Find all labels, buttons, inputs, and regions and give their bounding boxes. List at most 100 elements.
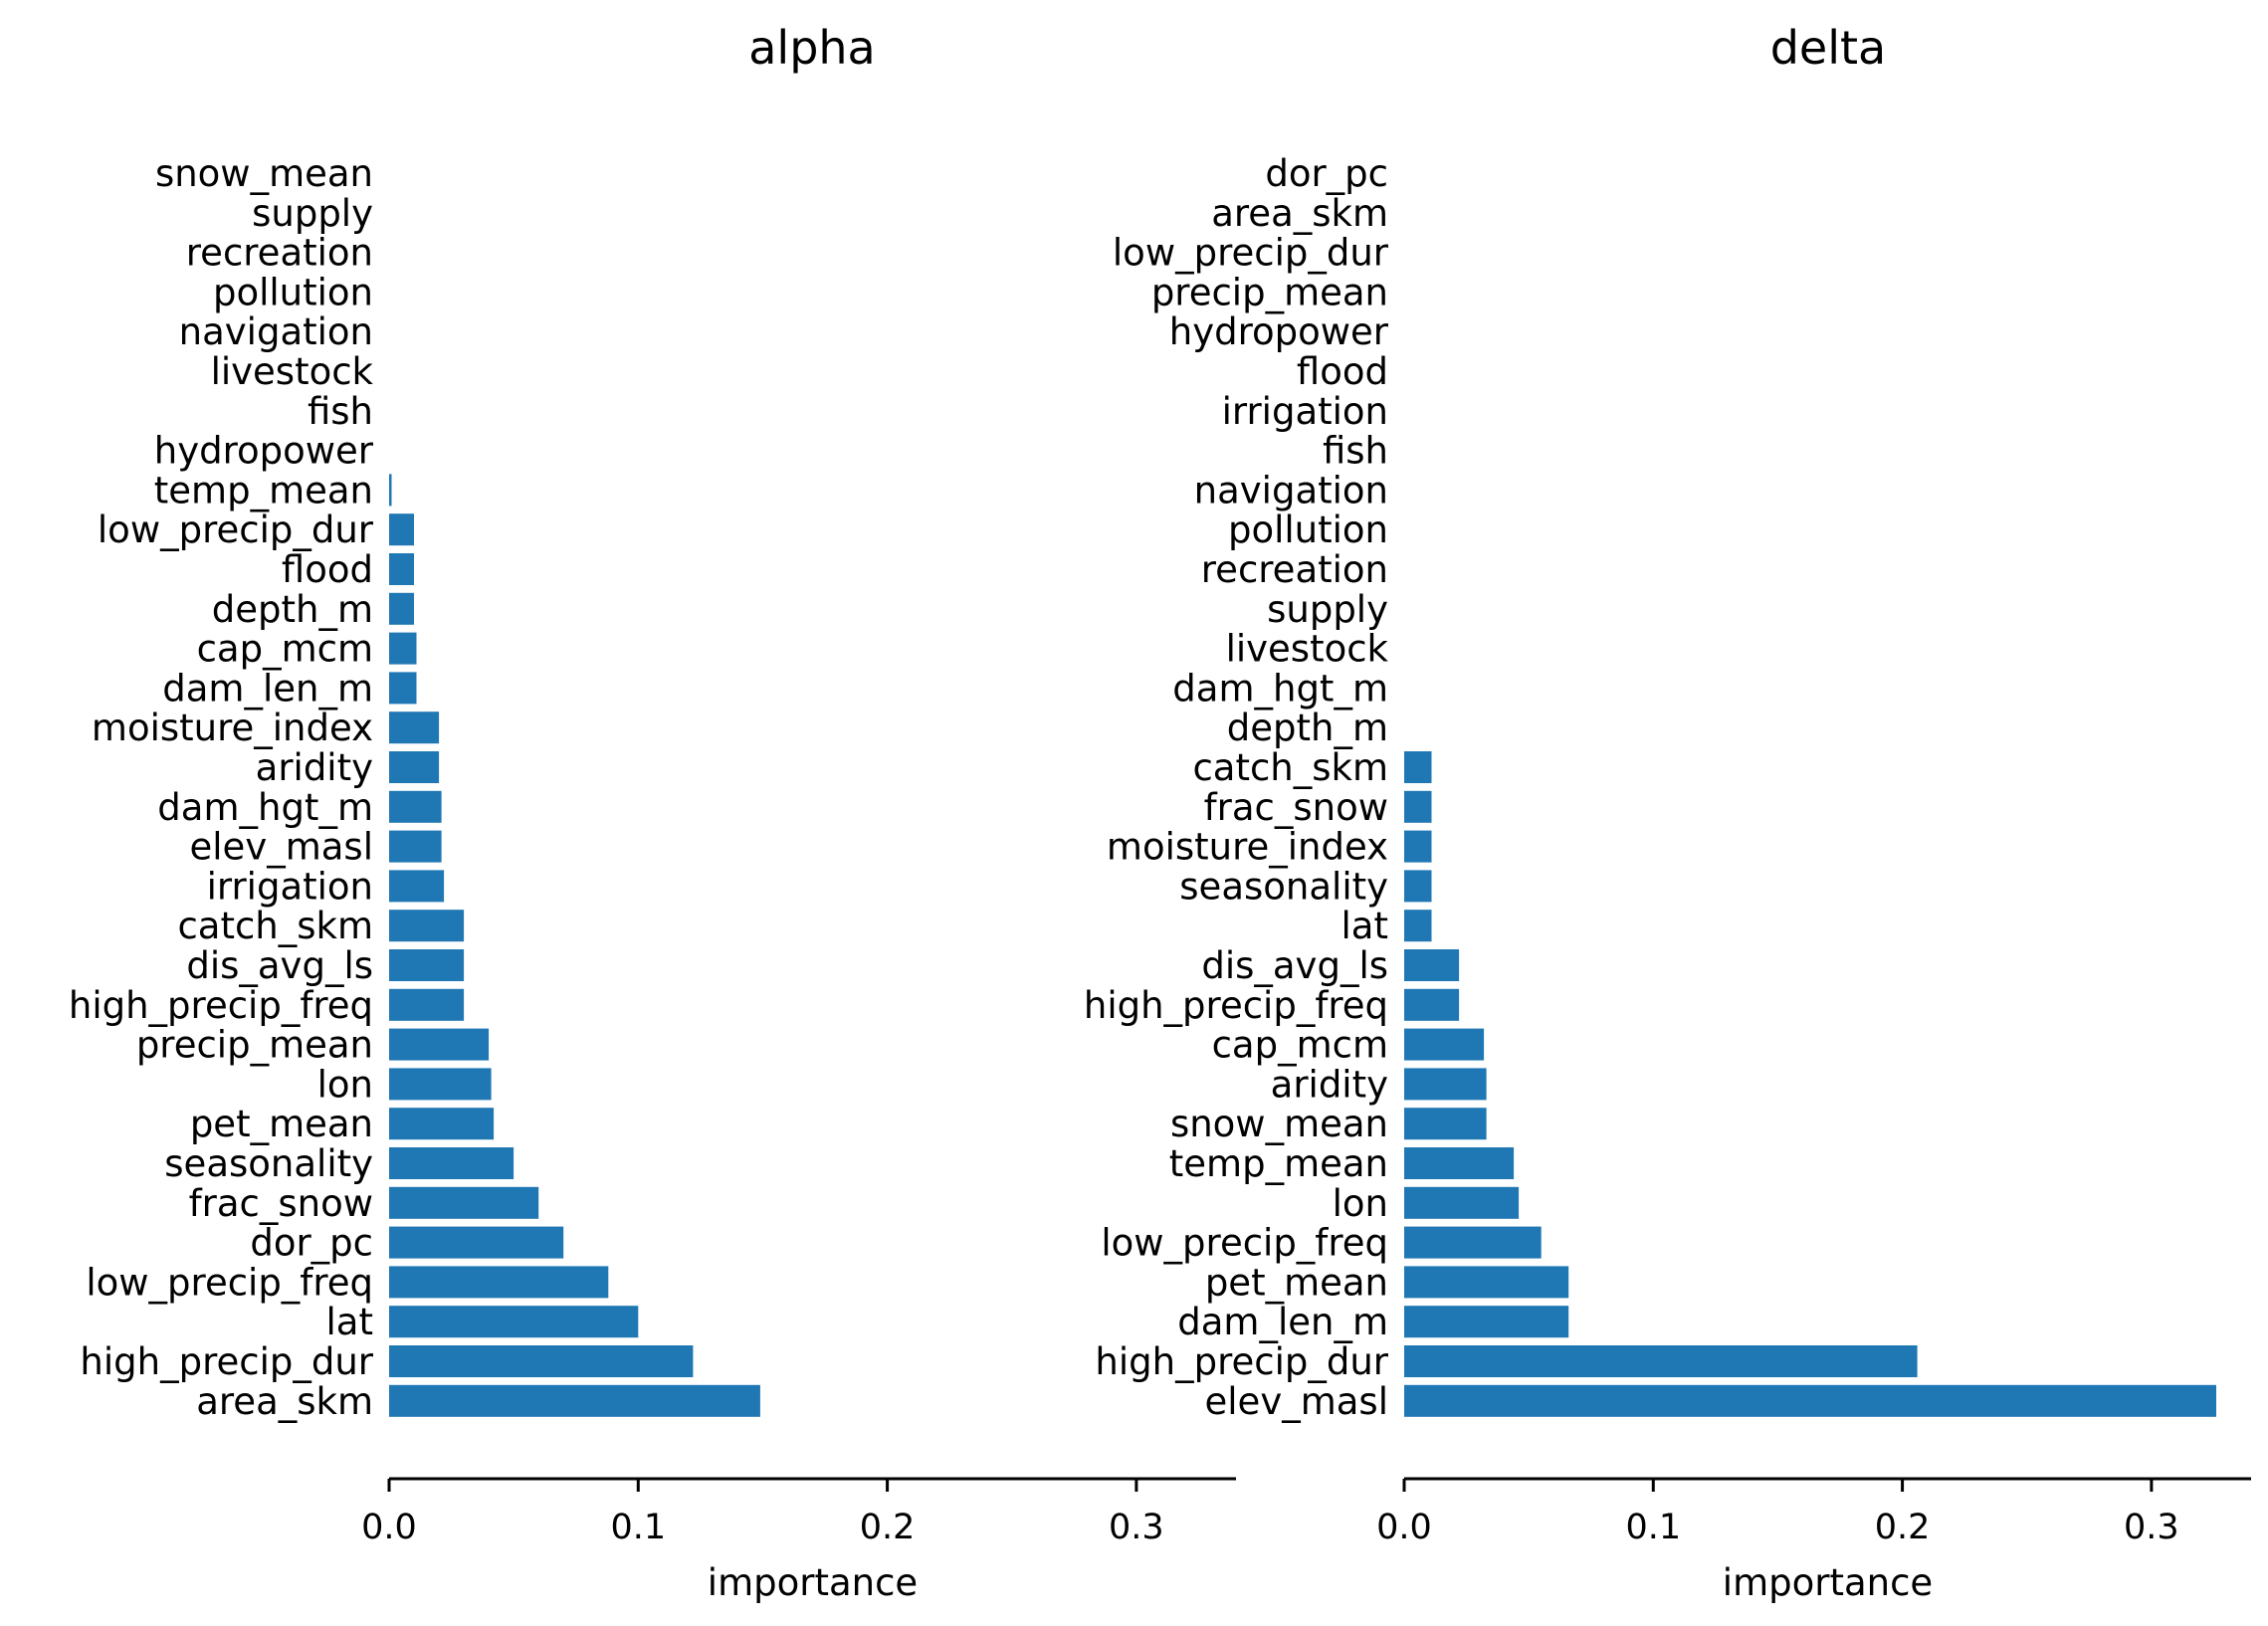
bar-snow-mean [1404, 1108, 1487, 1140]
x-tick-label: 0.1 [610, 1508, 666, 1547]
bar-elev-masl [389, 830, 442, 863]
bar-dam-len-m [389, 672, 417, 705]
category-label: lon [317, 1063, 373, 1106]
category-label: livestock [211, 350, 374, 393]
category-label: depth_m [212, 588, 373, 631]
bar-seasonality [389, 1147, 515, 1179]
x-tick-label: 0.0 [1376, 1508, 1432, 1547]
chart-title: alpha [748, 21, 876, 75]
bar-dam-hgt-m [389, 790, 442, 823]
category-label: navigation [179, 310, 373, 353]
category-label: livestock [1226, 628, 1389, 671]
category-label: frac_snow [189, 1182, 373, 1225]
category-label: high_precip_dur [80, 1340, 373, 1383]
bar-flood [389, 553, 414, 585]
bar-area-skm [389, 1384, 760, 1417]
category-label: lon [1333, 1182, 1388, 1225]
category-label: moisture_index [92, 707, 373, 749]
category-label: dam_hgt_m [1172, 667, 1388, 710]
alpha-panel: alpha snow_meansupplyrecreationpollutionn… [69, 21, 1236, 1604]
category-label: precip_mean [1151, 271, 1388, 313]
category-label: pollution [1228, 508, 1388, 551]
bar-temp-mean [389, 474, 392, 507]
category-label: elev_masl [190, 826, 373, 869]
chart-title: delta [1770, 21, 1887, 75]
x-axis-label: importance [708, 1561, 918, 1604]
bar-lon [1404, 1186, 1520, 1219]
category-label: pollution [213, 271, 373, 313]
bar-cap-mcm [1404, 1028, 1485, 1061]
bar-lat [389, 1306, 639, 1338]
x-tick-label: 0.0 [361, 1508, 417, 1547]
category-label: pet_mean [1205, 1261, 1388, 1304]
category-label: supply [1267, 588, 1388, 631]
bar-high-precip-dur [1404, 1345, 1918, 1377]
bar-dis-avg-ls [389, 949, 465, 981]
category-label: fish [308, 390, 373, 433]
category-label: temp_mean [154, 469, 373, 511]
x-tick-label: 0.1 [1625, 1508, 1681, 1547]
bar-precip-mean [389, 1028, 490, 1061]
x-tick-label: 0.2 [860, 1508, 916, 1547]
category-label: dor_pc [250, 1222, 373, 1265]
category-label: recreation [186, 232, 373, 275]
bar-temp-mean [1404, 1147, 1515, 1179]
delta-panel: delta dor_pcarea_skmlow_precip_durprecip_… [1084, 21, 2251, 1604]
x-tick-label: 0.3 [1109, 1508, 1164, 1547]
bar-lat [1404, 910, 1432, 942]
category-label: low_precip_dur [98, 508, 374, 551]
category-label: elev_masl [1205, 1380, 1388, 1423]
category-label: pet_mean [190, 1103, 373, 1145]
x-tick-label: 0.3 [2124, 1508, 2179, 1547]
bar-aridity [1404, 1068, 1487, 1101]
category-label: recreation [1201, 548, 1388, 591]
category-label: low_precip_freq [1101, 1222, 1388, 1265]
category-label: frac_snow [1204, 786, 1388, 829]
category-label: temp_mean [1169, 1142, 1388, 1185]
bar-low-precip-freq [1404, 1226, 1542, 1259]
x-axis-label: importance [1723, 1561, 1933, 1604]
bar-pet-mean [1404, 1266, 1569, 1299]
bar-dis-avg-ls [1404, 949, 1460, 981]
category-label: snow_mean [155, 152, 373, 195]
category-label: high_precip_dur [1095, 1340, 1388, 1383]
category-label: dam_len_m [1177, 1301, 1388, 1343]
bar-depth-m [389, 592, 414, 625]
x-tick-label: 0.2 [1875, 1508, 1931, 1547]
bar-high-precip-freq [1404, 988, 1460, 1021]
category-label: dam_len_m [162, 667, 373, 710]
category-label: flood [1297, 350, 1388, 393]
category-label: aridity [256, 746, 373, 789]
category-label: dam_hgt_m [157, 786, 373, 829]
category-label: high_precip_freq [69, 984, 373, 1027]
category-label: cap_mcm [1212, 1024, 1388, 1067]
category-label: low_precip_dur [1113, 232, 1389, 275]
category-label: hydropower [154, 430, 374, 473]
category-label: catch_skm [1192, 746, 1388, 789]
bar-seasonality [1404, 870, 1432, 903]
bar-lon [389, 1068, 492, 1101]
bar-dor-pc [389, 1226, 564, 1259]
category-label: irrigation [1222, 390, 1388, 433]
category-label: aridity [1271, 1063, 1388, 1106]
bar-moisture-index [389, 711, 440, 744]
category-label: catch_skm [177, 905, 373, 947]
category-label: lat [1341, 905, 1388, 947]
category-label: high_precip_freq [1084, 984, 1388, 1027]
category-label: precip_mean [136, 1024, 373, 1067]
bar-aridity [389, 751, 440, 783]
category-label: supply [252, 192, 373, 235]
category-label: depth_m [1227, 707, 1388, 749]
category-label: fish [1323, 430, 1388, 473]
category-label: flood [282, 548, 373, 591]
category-label: dor_pc [1265, 152, 1388, 195]
bar-high-precip-dur [389, 1345, 694, 1377]
bar-pet-mean [389, 1108, 495, 1140]
category-label: navigation [1194, 469, 1388, 511]
bar-moisture-index [1404, 830, 1432, 863]
category-label: seasonality [164, 1142, 373, 1185]
bar-low-precip-dur [389, 513, 414, 546]
bar-catch-skm [1404, 751, 1432, 783]
bar-frac-snow [1404, 790, 1432, 823]
